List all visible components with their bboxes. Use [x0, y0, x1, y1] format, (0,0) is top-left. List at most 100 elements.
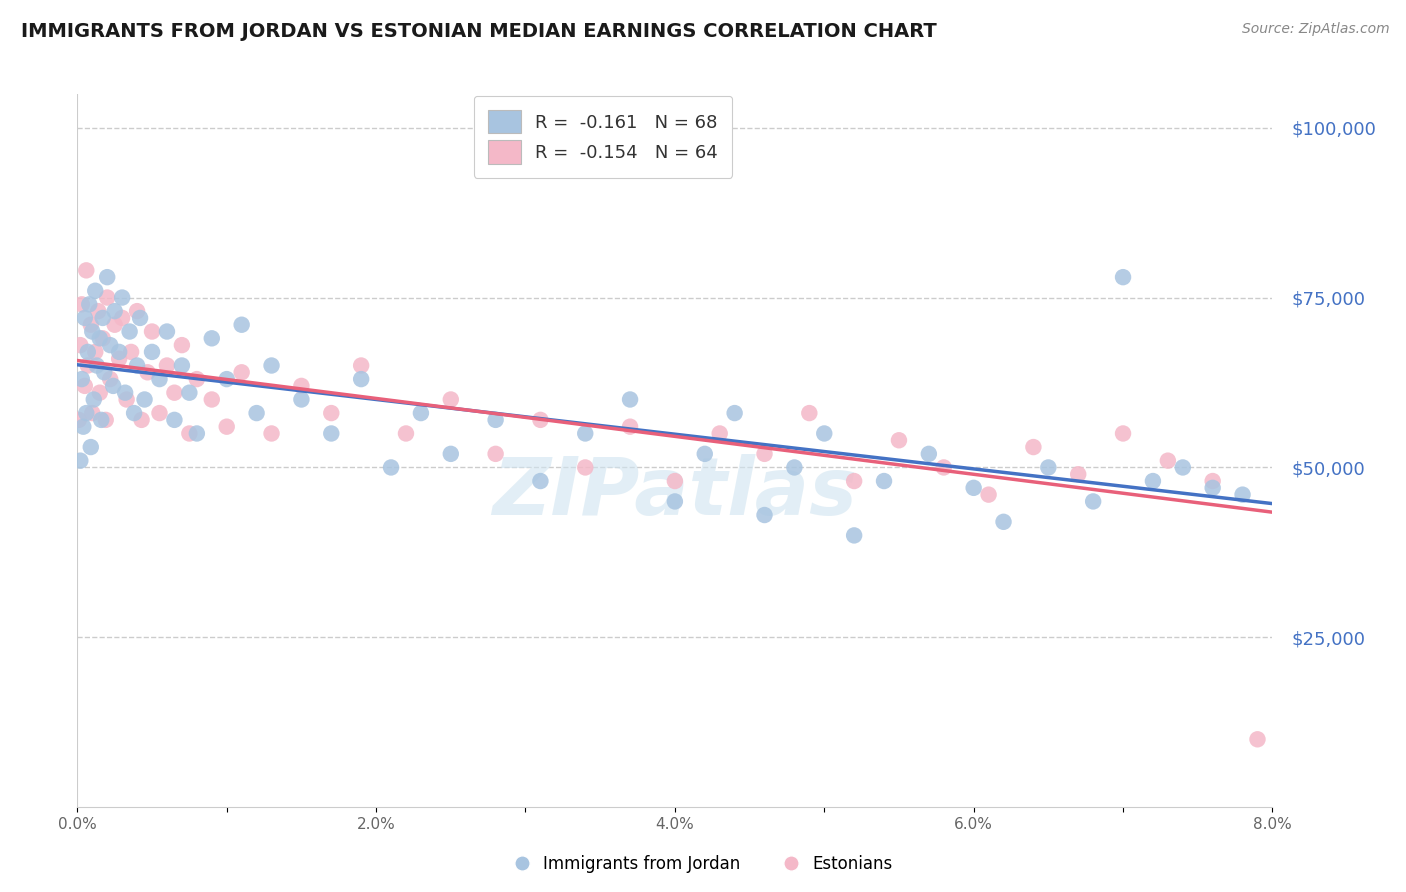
- Point: [141, 325, 163, 339]
- Point: [73, 379, 96, 393]
- Point: [186, 372, 208, 386]
- Point: [70, 297, 93, 311]
- Point: [246, 406, 269, 420]
- Point: [83, 392, 105, 407]
- Point: [409, 406, 432, 420]
- Point: [529, 413, 551, 427]
- Point: [89, 385, 111, 400]
- Point: [82, 325, 104, 339]
- Point: [887, 434, 910, 448]
- Point: [82, 406, 104, 420]
- Point: [932, 460, 955, 475]
- Point: [80, 318, 103, 332]
- Text: IMMIGRANTS FROM JORDAN VS ESTONIAN MEDIAN EARNINGS CORRELATION CHART: IMMIGRANTS FROM JORDAN VS ESTONIAN MEDIA…: [21, 22, 936, 41]
- Point: [395, 426, 418, 441]
- Point: [108, 345, 131, 359]
- Point: [1038, 460, 1060, 475]
- Point: [380, 460, 402, 475]
- Point: [724, 406, 747, 420]
- Point: [89, 331, 111, 345]
- Point: [873, 474, 896, 488]
- Point: [1022, 440, 1045, 454]
- Point: [664, 474, 686, 488]
- Point: [170, 338, 193, 352]
- Point: [70, 372, 93, 386]
- Point: [115, 392, 138, 407]
- Point: [96, 291, 118, 305]
- Point: [290, 379, 312, 393]
- Point: [350, 359, 373, 373]
- Point: [1201, 481, 1223, 495]
- Point: [127, 359, 149, 373]
- Point: [1396, 460, 1406, 475]
- Point: [201, 331, 224, 345]
- Point: [321, 406, 343, 420]
- Point: [1171, 460, 1194, 475]
- Point: [73, 310, 96, 325]
- Point: [1246, 732, 1268, 747]
- Point: [799, 406, 821, 420]
- Point: [709, 426, 731, 441]
- Point: [170, 359, 193, 373]
- Point: [977, 488, 1000, 502]
- Point: [67, 413, 90, 427]
- Point: [783, 460, 806, 475]
- Point: [141, 345, 163, 359]
- Point: [134, 392, 156, 407]
- Point: [993, 515, 1015, 529]
- Point: [321, 426, 343, 441]
- Point: [754, 508, 776, 522]
- Point: [72, 419, 94, 434]
- Point: [84, 284, 107, 298]
- Point: [120, 345, 142, 359]
- Point: [127, 304, 149, 318]
- Point: [136, 365, 159, 379]
- Point: [1112, 426, 1135, 441]
- Point: [76, 345, 98, 359]
- Point: [87, 304, 110, 318]
- Point: [90, 413, 112, 427]
- Point: [201, 392, 224, 407]
- Point: [440, 392, 463, 407]
- Point: [1083, 494, 1105, 508]
- Point: [93, 365, 115, 379]
- Point: [94, 413, 117, 427]
- Point: [148, 372, 170, 386]
- Point: [1365, 698, 1388, 713]
- Point: [98, 338, 121, 352]
- Point: [485, 447, 508, 461]
- Point: [163, 385, 186, 400]
- Point: [84, 345, 107, 359]
- Point: [156, 359, 179, 373]
- Point: [664, 494, 686, 508]
- Point: [163, 413, 186, 427]
- Point: [91, 331, 114, 345]
- Point: [75, 406, 97, 420]
- Point: [79, 297, 101, 311]
- Point: [813, 426, 835, 441]
- Point: [1306, 447, 1329, 461]
- Point: [69, 338, 91, 352]
- Point: [693, 447, 716, 461]
- Point: [918, 447, 941, 461]
- Point: [75, 263, 97, 277]
- Point: [129, 310, 152, 325]
- Point: [754, 447, 776, 461]
- Point: [80, 440, 103, 454]
- Point: [260, 359, 283, 373]
- Point: [91, 310, 114, 325]
- Point: [104, 318, 127, 332]
- Point: [98, 372, 121, 386]
- Point: [114, 385, 136, 400]
- Text: ZIPatlas: ZIPatlas: [492, 454, 858, 533]
- Point: [156, 325, 179, 339]
- Text: Source: ZipAtlas.com: Source: ZipAtlas.com: [1241, 22, 1389, 37]
- Point: [1112, 270, 1135, 285]
- Point: [1142, 474, 1164, 488]
- Point: [96, 270, 118, 285]
- Point: [529, 474, 551, 488]
- Legend: R =  -0.161   N = 68, R =  -0.154   N = 64: R = -0.161 N = 68, R = -0.154 N = 64: [474, 95, 733, 178]
- Point: [1232, 488, 1254, 502]
- Point: [260, 426, 283, 441]
- Point: [131, 413, 153, 427]
